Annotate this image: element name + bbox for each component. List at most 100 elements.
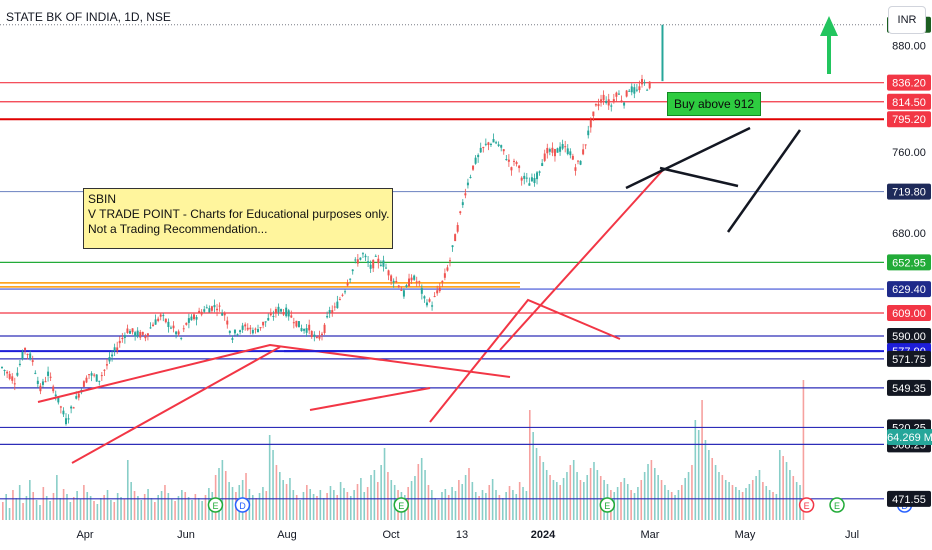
volume-bar xyxy=(474,492,477,520)
candle-body xyxy=(582,149,585,155)
candle-body xyxy=(515,162,518,165)
candle-body xyxy=(615,92,618,97)
candle-body xyxy=(630,86,633,93)
volume-bar xyxy=(572,460,575,520)
candle-body xyxy=(216,308,219,311)
volume-bar xyxy=(123,499,126,520)
volume-bar xyxy=(346,492,349,520)
volume-bar xyxy=(586,475,589,520)
candle-body xyxy=(111,354,114,357)
volume-bar xyxy=(640,480,643,520)
volume-bar xyxy=(140,500,143,520)
volume-bar xyxy=(539,456,541,520)
candle-body xyxy=(100,375,103,377)
volume-bar xyxy=(485,493,487,520)
volume-badge-label: 64.269 M xyxy=(887,432,932,444)
trendline xyxy=(499,169,664,351)
candle-body xyxy=(602,94,605,101)
candle-body xyxy=(47,371,50,376)
candle-body xyxy=(441,280,444,283)
candle-body xyxy=(605,100,608,104)
candle-body xyxy=(259,327,262,329)
candle-body xyxy=(338,299,341,301)
event-marker[interactable] xyxy=(829,497,845,513)
candle-body xyxy=(326,315,329,318)
volume-bar xyxy=(677,490,680,520)
candle-body xyxy=(95,374,98,382)
candle-body xyxy=(415,281,418,283)
candle-body xyxy=(11,376,14,381)
volume-bar xyxy=(775,494,778,520)
candle-body xyxy=(149,327,152,329)
candle-body xyxy=(282,312,285,315)
volume-bar xyxy=(593,462,595,520)
candle-body xyxy=(454,234,457,242)
event-marker[interactable] xyxy=(599,497,616,513)
candle-body xyxy=(600,99,603,103)
volume-bar xyxy=(535,448,538,520)
volume-bar xyxy=(633,493,636,520)
volume-bar xyxy=(748,484,751,520)
volume-bar xyxy=(177,496,180,520)
volume-bar xyxy=(498,495,501,520)
volume-bar xyxy=(319,490,322,520)
candle-body xyxy=(221,313,224,316)
candle-body xyxy=(67,418,70,420)
candle-body xyxy=(175,331,178,335)
level-badge xyxy=(887,93,931,110)
volume-bar xyxy=(154,502,156,520)
arrow-head xyxy=(820,16,838,36)
green-up-arrow-icon xyxy=(820,16,838,74)
volume-bar xyxy=(434,498,437,520)
candle-body xyxy=(105,364,108,366)
volume-bar xyxy=(545,470,548,520)
event-marker[interactable] xyxy=(207,497,224,513)
candle-body xyxy=(98,380,101,382)
volume-bar xyxy=(143,494,146,520)
volume-bar xyxy=(518,482,521,520)
volume-bar xyxy=(150,498,153,520)
event-marker[interactable] xyxy=(393,497,409,513)
volume-bar xyxy=(410,481,413,520)
volume-bar xyxy=(525,491,528,520)
candle-body xyxy=(59,406,62,408)
buy-note: Buy above 912 xyxy=(667,92,762,116)
volume-bar xyxy=(167,493,170,520)
candle-body xyxy=(331,310,334,313)
trend-patterns xyxy=(37,126,880,464)
candle-body xyxy=(241,325,244,330)
volume-bar xyxy=(59,498,62,520)
event-marker[interactable] xyxy=(798,497,815,513)
candle-body xyxy=(423,296,426,299)
volume-bar xyxy=(110,500,112,520)
time-tick-label: Apr xyxy=(76,529,93,541)
candle-body xyxy=(108,357,111,362)
volume-bar xyxy=(691,465,693,520)
event-marker[interactable] xyxy=(234,497,251,513)
volume-bar xyxy=(343,488,345,520)
candle-body xyxy=(118,340,121,344)
volume-bar xyxy=(741,492,744,520)
candle-body xyxy=(438,287,441,292)
volume-bar xyxy=(99,498,102,520)
volume-bar xyxy=(201,501,203,520)
volume-bar xyxy=(336,495,339,520)
volume-bar xyxy=(461,484,464,520)
candle-body xyxy=(385,267,387,269)
volume-bar xyxy=(583,482,585,520)
level-badge xyxy=(887,111,931,128)
volume-bar xyxy=(22,503,24,520)
candle-body xyxy=(136,330,139,336)
candle-body xyxy=(159,314,162,317)
level-badge xyxy=(887,350,931,367)
candle-body xyxy=(328,310,331,314)
volume-bar xyxy=(66,494,68,520)
candle-body xyxy=(152,324,155,327)
currency-button[interactable]: INR xyxy=(888,6,926,34)
volume-bar xyxy=(488,485,491,520)
candle-body xyxy=(272,315,275,317)
volume-bar xyxy=(79,499,82,520)
price-axis: 836.20 814.50 795.20 719.80 652.95 629.40 609.… xyxy=(887,8,932,507)
level-badge-label: 814.50 xyxy=(892,97,926,109)
